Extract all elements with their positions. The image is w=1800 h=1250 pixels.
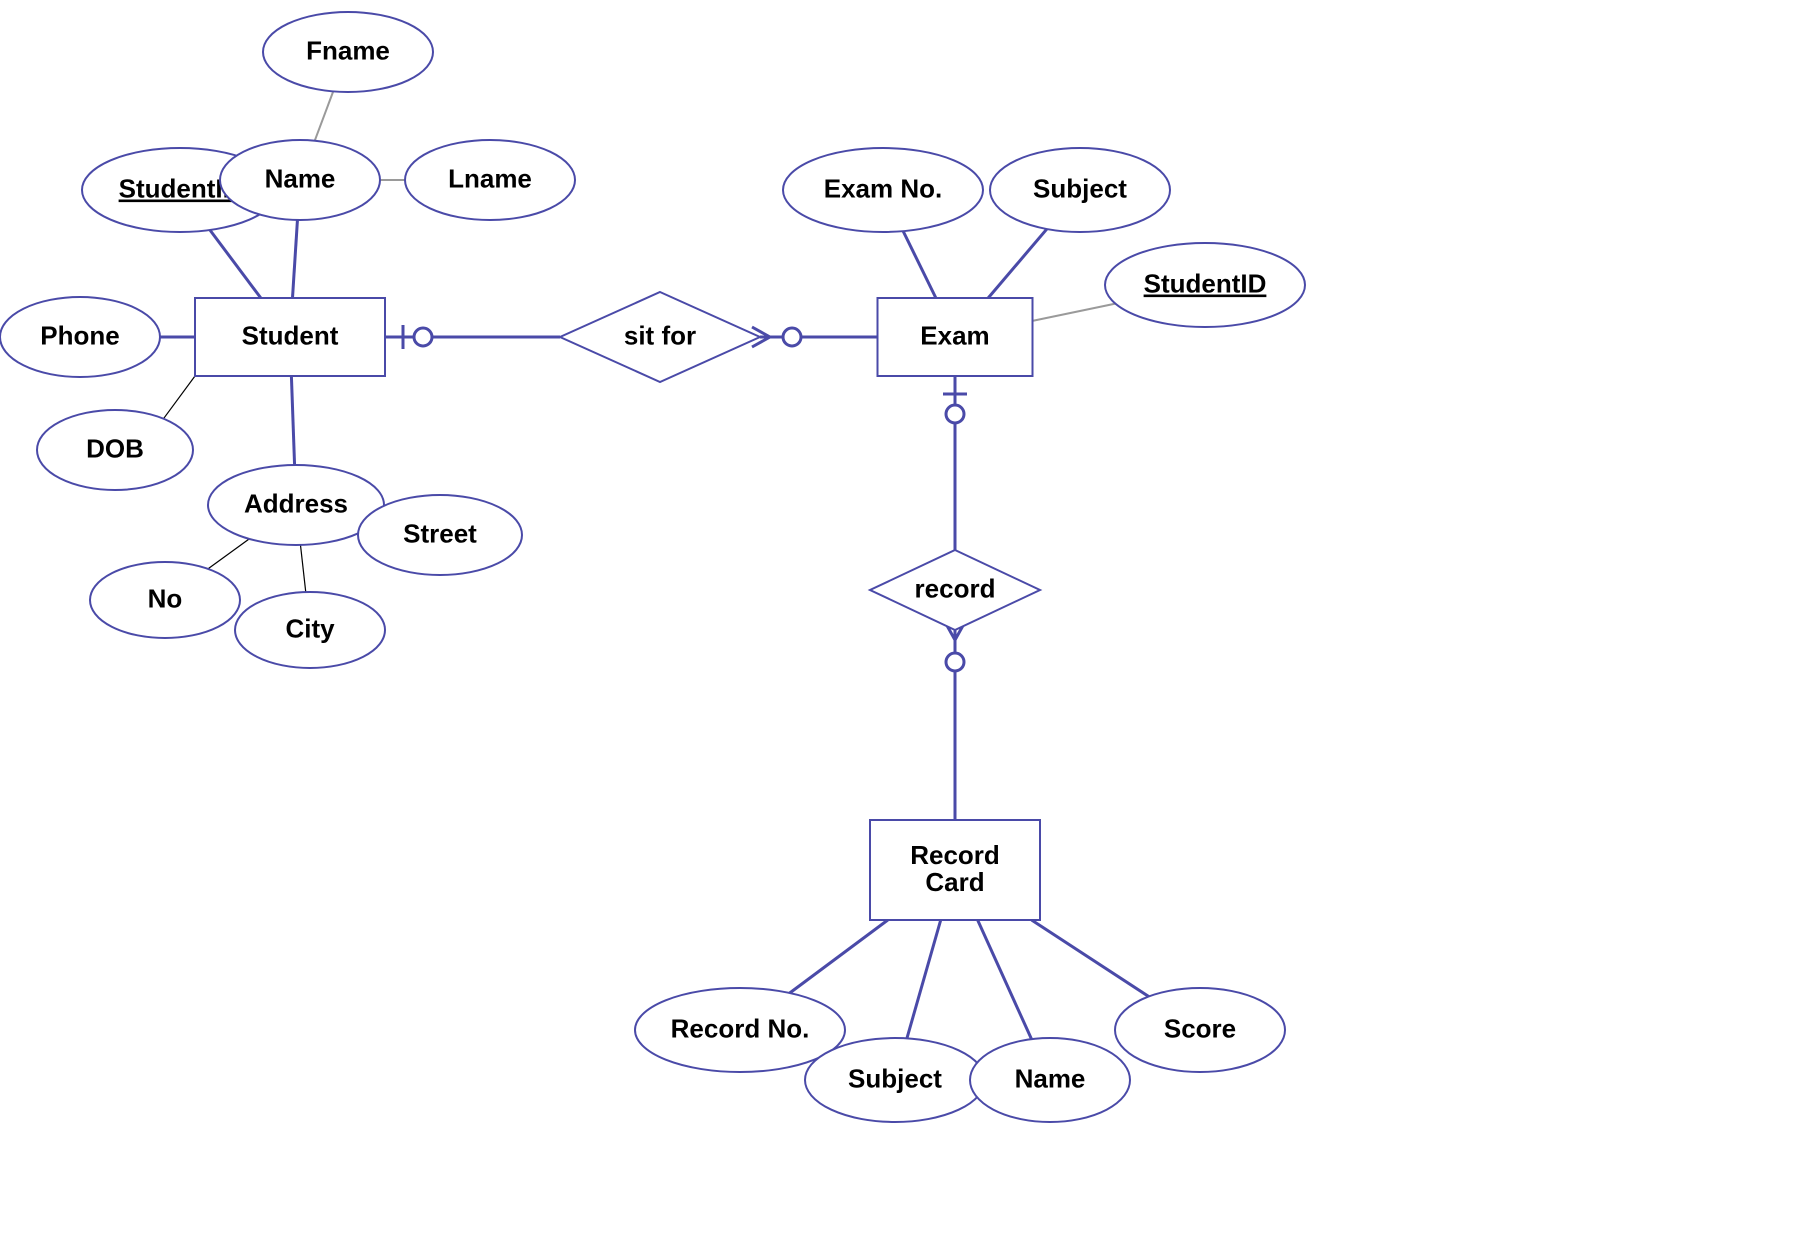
er-diagram: Student Exam RecordCard sit for record Studen… — [0, 0, 1800, 1250]
label-city: City — [285, 614, 335, 644]
edge-recordcard-name_r — [978, 920, 1032, 1039]
label-score: Score — [1164, 1014, 1236, 1044]
label-phone: Phone — [40, 321, 119, 351]
node-score: Score — [1115, 988, 1285, 1072]
edge-student-address — [291, 376, 294, 465]
label-name_r: Name — [1015, 1064, 1086, 1094]
label-subject_r: Subject — [848, 1064, 942, 1094]
label-no: No — [148, 584, 183, 614]
label-street: Street — [403, 519, 477, 549]
node-no: No — [90, 562, 240, 638]
edge-recordcard-recordno — [790, 920, 888, 993]
edge-recordcard-score — [1032, 920, 1149, 997]
node-lname: Lname — [405, 140, 575, 220]
edge-student-dob — [164, 376, 195, 419]
label-student: Student — [242, 321, 339, 351]
edge-student-name — [292, 220, 297, 298]
node-street: Street — [358, 495, 522, 575]
edge-exam-studentid_e — [1033, 304, 1116, 321]
node-fname: Fname — [263, 12, 433, 92]
node-subject_r: Subject — [805, 1038, 985, 1122]
label-fname: Fname — [306, 36, 390, 66]
edge-exam-examno — [903, 231, 936, 298]
label-address: Address — [244, 489, 348, 519]
edge-name-fname — [315, 91, 333, 140]
edge-student-studentid — [210, 230, 261, 298]
label-studentid_e: StudentID — [1144, 269, 1267, 299]
edge-recordcard-subject_r — [907, 920, 941, 1038]
label-exam: Exam — [920, 321, 989, 351]
label-name: Name — [265, 164, 336, 194]
label-dob: DOB — [86, 434, 144, 464]
label-recordcard: Record — [910, 840, 1000, 870]
node-dob: DOB — [37, 410, 193, 490]
node-subject_e: Subject — [990, 148, 1170, 232]
node-record: record — [870, 550, 1040, 630]
label-recordno: Record No. — [671, 1014, 810, 1044]
node-recordcard: RecordCard — [870, 820, 1040, 920]
node-studentid_e: StudentID — [1105, 243, 1305, 327]
label-recordcard: Card — [925, 867, 984, 897]
edge-address-no — [208, 539, 249, 569]
node-exam: Exam — [878, 298, 1033, 376]
label-record: record — [915, 574, 996, 604]
node-name_r: Name — [970, 1038, 1130, 1122]
label-examno: Exam No. — [824, 174, 943, 204]
node-student: Student — [195, 298, 385, 376]
node-examno: Exam No. — [783, 148, 983, 232]
edge-exam-subject_e — [988, 229, 1047, 298]
node-recordno: Record No. — [635, 988, 845, 1072]
node-name: Name — [220, 140, 380, 220]
node-phone: Phone — [0, 297, 160, 377]
edge-address-city — [300, 545, 305, 592]
label-lname: Lname — [448, 164, 532, 194]
node-sitfor: sit for — [560, 292, 760, 382]
node-city: City — [235, 592, 385, 668]
label-subject_e: Subject — [1033, 174, 1127, 204]
label-sitfor: sit for — [624, 321, 696, 351]
nodes-layer: Student Exam RecordCard sit for record Studen… — [0, 12, 1305, 1122]
